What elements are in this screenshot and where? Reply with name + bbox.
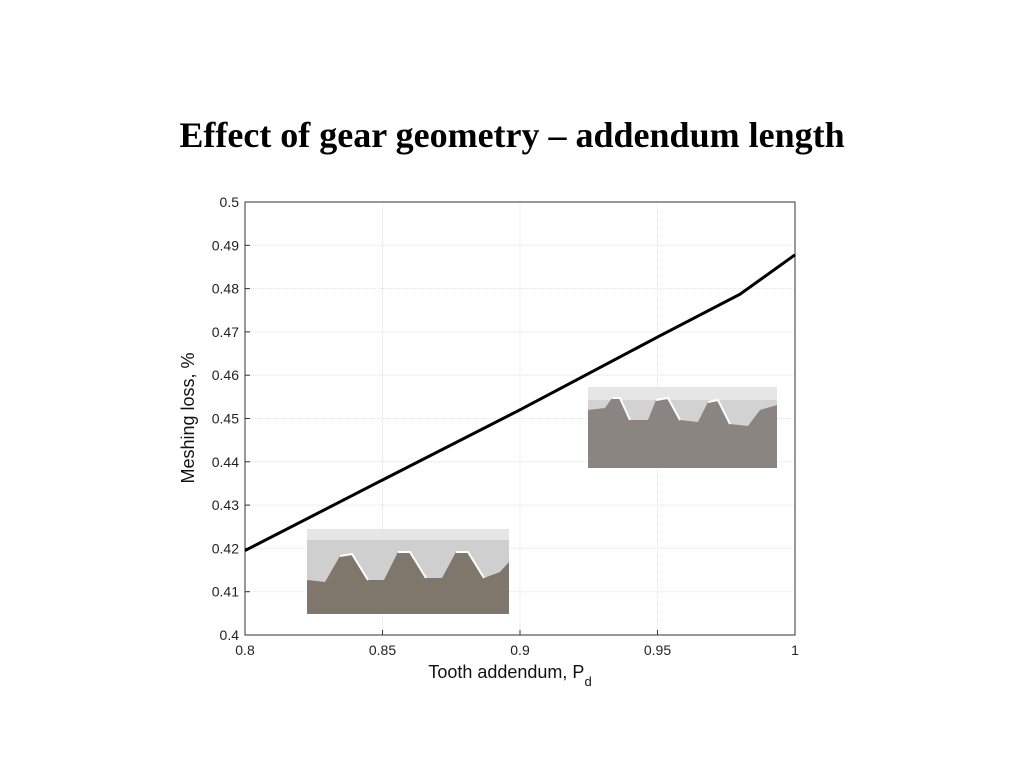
y-tick-label: 0.47 (212, 324, 239, 340)
y-tick-label: 0.4 (220, 627, 240, 643)
x-tick-label: 0.8 (235, 642, 255, 658)
y-tick-label: 0.44 (212, 454, 239, 470)
slide-title: Effect of gear geometry – addendum lengt… (179, 115, 844, 155)
x-tick-label: 0.9 (510, 642, 530, 658)
plot-frame (244, 201, 796, 636)
y-tick-label: 0.43 (212, 497, 239, 513)
y-axis-label: Meshing loss, % (178, 352, 198, 483)
y-tick-label: 0.49 (212, 237, 239, 253)
x-axis-label-subscript: d (584, 674, 591, 689)
x-tick-label: 1 (791, 642, 799, 658)
y-tick-label: 0.46 (212, 367, 239, 383)
gear-photo (588, 387, 777, 468)
y-tick-label: 0.45 (212, 411, 239, 427)
x-axis-label-text: Tooth addendum, P (428, 662, 584, 682)
y-tick-label: 0.5 (220, 194, 240, 210)
y-tick-label: 0.41 (212, 584, 239, 600)
gear-photo (307, 529, 509, 614)
y-tick-label: 0.48 (212, 281, 239, 297)
data-line (244, 253, 796, 552)
x-tick-label: 0.85 (369, 642, 396, 658)
x-axis-label: Tooth addendum, Pd (428, 662, 591, 689)
x-tick-label: 0.95 (644, 642, 671, 658)
y-tick-label: 0.42 (212, 540, 239, 556)
